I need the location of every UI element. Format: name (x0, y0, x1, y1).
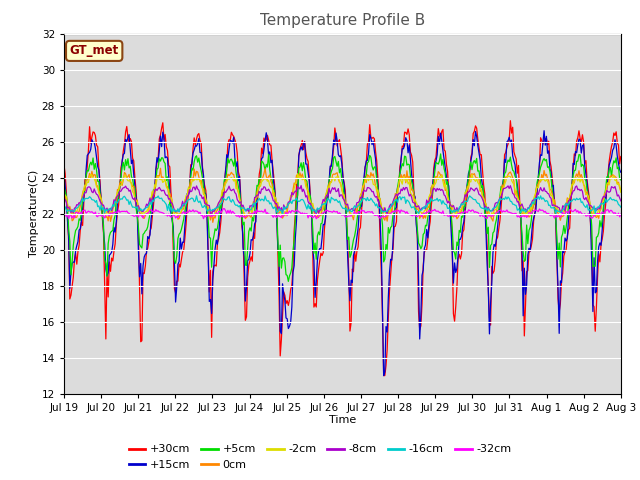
-32cm (312, 216, 320, 222)
-2cm (487, 215, 495, 221)
+5cm (399, 163, 407, 169)
-2cm (234, 185, 241, 191)
Line: +15cm: +15cm (64, 131, 621, 376)
-32cm (60, 213, 68, 218)
-32cm (374, 213, 381, 218)
+5cm (373, 177, 381, 182)
-16cm (60, 203, 68, 209)
+5cm (60, 183, 68, 189)
-32cm (296, 210, 304, 216)
-32cm (401, 209, 408, 215)
+5cm (285, 278, 292, 284)
Line: +30cm: +30cm (64, 120, 621, 376)
-16cm (472, 197, 479, 203)
-8cm (568, 191, 576, 197)
-8cm (208, 212, 216, 217)
+15cm (380, 373, 387, 379)
-8cm (374, 198, 381, 204)
Line: -32cm: -32cm (64, 209, 621, 219)
Line: -2cm: -2cm (64, 174, 621, 218)
+15cm (60, 169, 68, 175)
-8cm (617, 198, 625, 204)
+5cm (436, 151, 444, 157)
-8cm (234, 198, 242, 204)
-8cm (296, 186, 304, 192)
+30cm (399, 144, 407, 150)
+15cm (568, 184, 576, 190)
-2cm (296, 173, 304, 179)
-32cm (617, 211, 625, 217)
+15cm (372, 156, 380, 162)
-8cm (60, 196, 68, 202)
+5cm (234, 177, 241, 182)
+15cm (399, 146, 407, 152)
+5cm (472, 160, 479, 166)
Line: -8cm: -8cm (64, 185, 621, 215)
+30cm (295, 153, 303, 158)
-8cm (401, 187, 408, 193)
-32cm (472, 209, 479, 215)
0cm (568, 184, 576, 190)
+15cm (617, 169, 625, 175)
0cm (236, 195, 243, 201)
0cm (472, 174, 479, 180)
-16cm (193, 193, 200, 199)
-2cm (60, 190, 68, 196)
-16cm (234, 204, 242, 210)
-2cm (294, 171, 301, 177)
-16cm (278, 211, 286, 217)
+5cm (296, 164, 304, 170)
+15cm (470, 143, 478, 149)
0cm (617, 189, 625, 194)
+30cm (60, 162, 68, 168)
-32cm (220, 206, 227, 212)
-16cm (374, 205, 381, 211)
Text: GT_met: GT_met (70, 44, 119, 58)
X-axis label: Time: Time (329, 415, 356, 425)
-16cm (401, 194, 408, 200)
+15cm (540, 128, 548, 133)
-32cm (568, 208, 576, 214)
+30cm (617, 154, 625, 159)
-2cm (617, 190, 625, 195)
Line: +5cm: +5cm (64, 154, 621, 281)
0cm (60, 191, 68, 197)
-16cm (298, 197, 305, 203)
+30cm (568, 185, 576, 191)
+5cm (617, 177, 625, 183)
+15cm (234, 159, 241, 165)
+15cm (295, 153, 303, 158)
-8cm (472, 186, 479, 192)
-16cm (568, 198, 576, 204)
+30cm (470, 129, 478, 134)
+30cm (372, 149, 380, 155)
0cm (157, 166, 164, 171)
0cm (298, 175, 305, 180)
-32cm (234, 213, 242, 218)
+30cm (506, 118, 514, 123)
-16cm (617, 204, 625, 210)
Y-axis label: Temperature(C): Temperature(C) (29, 170, 39, 257)
-8cm (298, 182, 305, 188)
0cm (209, 219, 216, 225)
+30cm (234, 150, 241, 156)
Line: 0cm: 0cm (64, 168, 621, 222)
-2cm (470, 177, 478, 182)
-2cm (568, 181, 576, 187)
Legend: +30cm, +15cm, +5cm, 0cm, -2cm, -8cm, -16cm, -32cm: +30cm, +15cm, +5cm, 0cm, -2cm, -8cm, -16… (124, 440, 516, 474)
-2cm (373, 189, 381, 194)
-2cm (399, 174, 407, 180)
+30cm (380, 373, 387, 379)
0cm (401, 172, 408, 178)
Title: Temperature Profile B: Temperature Profile B (260, 13, 425, 28)
0cm (374, 196, 381, 202)
Line: -16cm: -16cm (64, 196, 621, 214)
+5cm (568, 183, 576, 189)
